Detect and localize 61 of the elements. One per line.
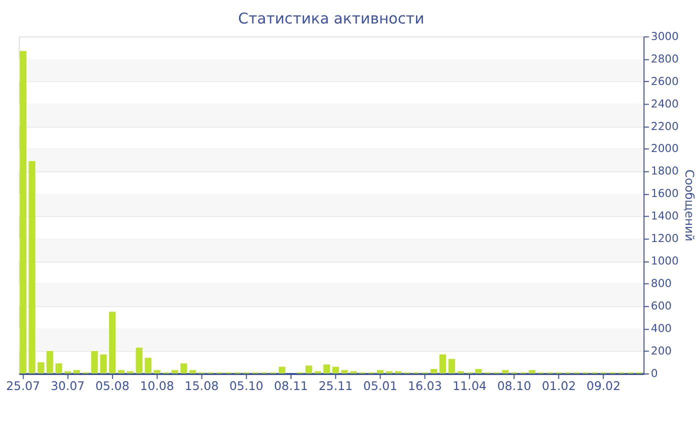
bar	[528, 370, 536, 374]
bar	[376, 370, 384, 374]
bar	[180, 363, 188, 374]
y-tick-label: 1400	[650, 210, 679, 223]
bar	[20, 51, 26, 374]
x-tick-label: 30.07	[50, 378, 85, 393]
bar	[278, 366, 286, 374]
y-tick-label: 0	[650, 366, 658, 380]
x-tick-label: 08.11	[274, 378, 308, 393]
y-tick-label: 1200	[650, 232, 679, 246]
bar	[189, 370, 196, 374]
bar	[350, 371, 357, 374]
bar	[448, 358, 456, 374]
chart-title: Статистика активности	[238, 10, 424, 28]
y-axis-title: Сообщений	[682, 170, 697, 242]
x-tick-label: 09.02	[586, 378, 621, 393]
y-tick-label: 2600	[650, 74, 679, 88]
bar	[439, 354, 446, 374]
bar	[323, 364, 330, 374]
bar	[305, 366, 312, 374]
bar	[118, 370, 125, 374]
y-tick-label: 1600	[650, 187, 679, 200]
x-tick-label: 01.02	[542, 378, 576, 393]
y-tick-label: 2400	[650, 97, 679, 110]
x-tick-label: 25.11	[318, 378, 353, 393]
bar	[55, 363, 62, 374]
y-tick-label: 2200	[650, 120, 679, 133]
bar	[144, 358, 152, 374]
y-tick-label: 2000	[650, 142, 679, 156]
y-tick-label: 800	[650, 277, 672, 290]
bar	[109, 312, 116, 374]
y-tick-label: 400	[650, 322, 672, 336]
y-tick-label: 1000	[650, 254, 679, 268]
y-tick-label: 1800	[650, 164, 679, 178]
bar	[38, 362, 44, 374]
x-tick-label: 25.07	[6, 378, 40, 393]
bar	[332, 366, 339, 374]
y-tick-label: 2800	[650, 52, 679, 66]
bar	[136, 348, 143, 374]
bar	[172, 370, 178, 374]
x-tick-label: 05.01	[363, 378, 398, 393]
bar	[46, 351, 54, 374]
x-tick-label: 08.10	[497, 378, 532, 393]
bar	[475, 369, 482, 374]
x-tick-label: 05.10	[229, 378, 264, 393]
y-tick-label: 3000	[650, 30, 679, 43]
y-tick-label: 600	[650, 300, 672, 313]
bar	[28, 161, 36, 374]
bar	[91, 351, 98, 374]
x-tick-label: 16.03	[408, 378, 442, 393]
x-tick-label: 15.08	[184, 378, 219, 393]
bar	[430, 369, 438, 374]
bar	[154, 370, 160, 374]
bar	[502, 370, 509, 374]
x-tick-label: 11.04	[452, 378, 487, 393]
bar	[73, 370, 80, 374]
x-tick-label: 10.08	[140, 378, 174, 393]
bar	[100, 354, 107, 374]
x-tick-label: 05.08	[95, 378, 130, 393]
y-tick-label: 200	[650, 344, 672, 358]
bar	[341, 370, 348, 374]
